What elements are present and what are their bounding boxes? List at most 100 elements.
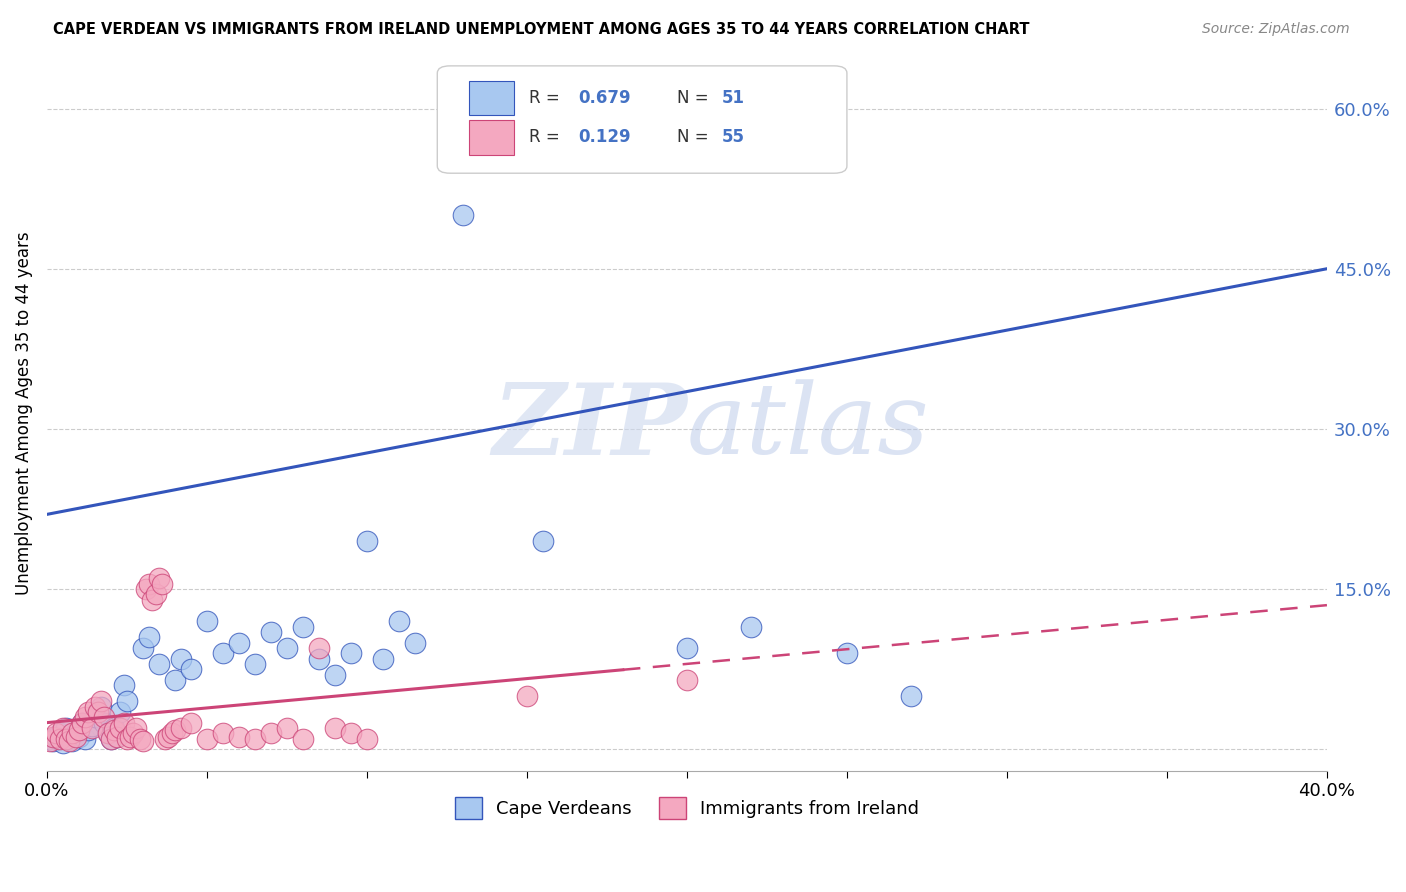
Point [67,730,90,744]
Point [451,208,474,222]
Point [170,651,193,665]
Point [103,723,125,738]
Point [323,721,346,735]
Point [180,662,202,676]
Point [260,624,283,639]
Text: R =: R = [530,89,565,107]
Point [42,733,65,747]
Point [163,723,186,738]
Y-axis label: Unemployment Among Ages 35 to 44 years: Unemployment Among Ages 35 to 44 years [15,231,32,595]
Point [900,689,922,703]
Point [55,731,77,746]
Point [115,694,138,708]
Point [52,736,75,750]
Text: N =: N = [676,128,713,146]
Point [371,651,394,665]
Point [531,534,554,549]
Point [58,733,80,747]
Point [148,657,170,671]
Point [67,723,90,738]
Point [260,726,283,740]
Point [100,731,122,746]
Point [516,689,538,703]
Point [90,694,112,708]
Point [100,731,122,746]
Point [160,726,183,740]
Text: CAPE VERDEAN VS IMMIGRANTS FROM IRELAND UNEMPLOYMENT AMONG AGES 35 TO 44 YEARS C: CAPE VERDEAN VS IMMIGRANTS FROM IRELAND … [53,22,1031,37]
Point [125,721,148,735]
Point [740,619,762,633]
Point [195,614,218,628]
Bar [470,120,515,154]
Text: atlas: atlas [688,380,929,475]
Point [323,667,346,681]
Point [835,646,858,660]
Text: ZIP: ZIP [492,379,688,475]
Point [228,635,250,649]
Point [356,731,378,746]
Legend: Cape Verdeans, Immigrants from Ireland: Cape Verdeans, Immigrants from Ireland [447,789,927,826]
Point [83,699,105,714]
Point [87,705,110,719]
Point [155,731,177,746]
Point [105,730,128,744]
Point [110,705,132,719]
Text: R =: R = [530,128,565,146]
Point [228,730,250,744]
Point [128,731,150,746]
Point [150,576,173,591]
Point [340,726,363,740]
Point [97,726,120,740]
Point [48,726,70,740]
Point [83,710,105,724]
Point [141,592,163,607]
Text: 51: 51 [721,89,744,107]
Point [676,640,699,655]
Point [122,726,145,740]
Point [115,731,138,746]
Point [276,721,298,735]
Point [404,635,426,649]
Point [163,673,186,687]
Point [676,673,699,687]
Point [110,721,132,735]
Point [87,705,110,719]
Point [58,731,80,746]
Point [45,730,67,744]
Point [112,678,135,692]
Point [356,534,378,549]
Text: 55: 55 [721,128,744,146]
Point [75,710,97,724]
Point [135,582,157,596]
Point [120,730,142,744]
Point [77,723,100,738]
Point [93,715,115,730]
Point [243,731,266,746]
Point [65,726,87,740]
Point [276,640,298,655]
Point [308,640,330,655]
Point [103,721,125,735]
Point [291,619,314,633]
Point [340,646,363,660]
Point [105,730,128,744]
Point [112,715,135,730]
Point [145,587,167,601]
Point [243,657,266,671]
Point [70,715,93,730]
Point [62,733,84,747]
Point [39,731,62,746]
Point [132,640,155,655]
Text: Source: ZipAtlas.com: Source: ZipAtlas.com [1202,22,1350,37]
Point [65,730,87,744]
Point [212,726,235,740]
Point [93,710,115,724]
Point [157,730,180,744]
Bar [470,81,515,115]
Point [70,715,93,730]
Point [138,630,160,644]
Point [148,571,170,585]
Point [45,726,67,740]
Point [75,731,97,746]
Point [80,719,103,733]
